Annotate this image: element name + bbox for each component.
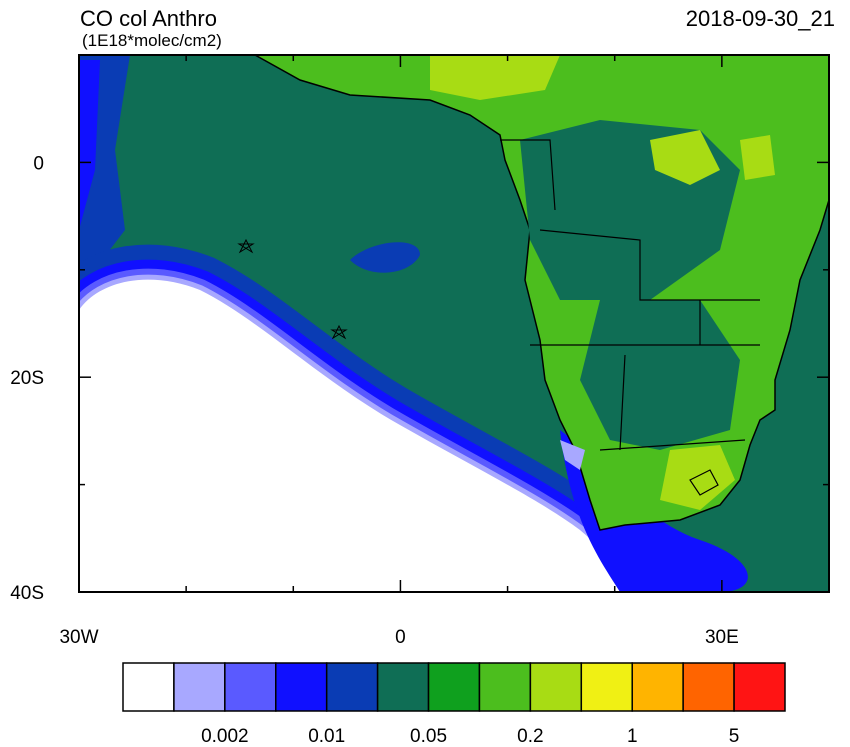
colorbar-label: 1	[627, 726, 638, 747]
field-patch	[350, 242, 420, 273]
field-patch	[740, 135, 775, 180]
lon-label: 30E	[705, 627, 739, 648]
colorbar-label: 0.05	[410, 726, 447, 747]
field-white	[79, 279, 640, 592]
field-patch	[660, 445, 735, 510]
title: CO col Anthro	[80, 6, 217, 31]
lon-label: 0	[395, 627, 406, 648]
colorbar-box	[631, 662, 684, 712]
colorbar-box	[376, 662, 430, 712]
border	[689, 469, 719, 496]
colorbar-box	[122, 662, 175, 712]
border	[500, 139, 760, 451]
timestamp: 2018-09-30_21	[686, 6, 835, 31]
colorbar-label: 0.01	[308, 726, 345, 747]
lat-label: 40S	[10, 583, 44, 604]
colorbar-label: 0.2	[517, 726, 543, 747]
colorbar-box	[325, 662, 379, 712]
colorbar-box	[224, 662, 277, 712]
lat-label: 20S	[10, 368, 44, 389]
star	[330, 324, 348, 340]
colorbar-box	[173, 662, 226, 712]
lon-label: 30W	[59, 627, 98, 648]
colorbar-box	[529, 662, 583, 712]
colorbar-box	[580, 662, 633, 712]
colorbar-box	[682, 662, 735, 712]
star	[237, 238, 255, 254]
colorbar-label: 5	[729, 726, 740, 747]
map-frame	[78, 54, 830, 593]
field-band	[560, 430, 748, 592]
colorbar-box	[275, 662, 328, 712]
field-patch	[650, 130, 720, 185]
map-field	[79, 55, 829, 592]
colorbar-box	[478, 662, 532, 712]
lat-label: 0	[33, 153, 44, 174]
field-band	[79, 60, 100, 230]
colorbar-label: 0.002	[201, 726, 249, 747]
field-patch	[430, 55, 560, 100]
units: (1E18*molec/cm2)	[82, 31, 222, 50]
colorbar-box	[427, 662, 481, 712]
field-patch	[560, 440, 585, 470]
colorbar-box	[733, 662, 786, 712]
